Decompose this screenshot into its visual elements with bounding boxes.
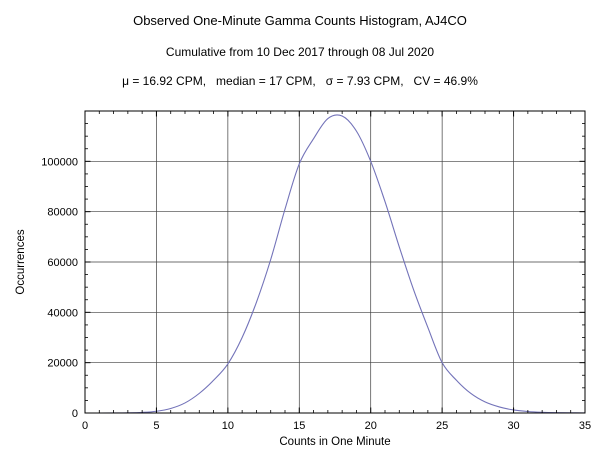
x-tick-label: 15 <box>293 420 305 432</box>
y-tick-label: 100000 <box>41 156 78 168</box>
chart-subtitle: Cumulative from 10 Dec 2017 through 08 J… <box>165 45 435 59</box>
y-tick-label: 20000 <box>47 358 78 370</box>
histogram-curve <box>84 114 586 414</box>
x-tick-label: 30 <box>507 420 519 432</box>
chart-title: Observed One-Minute Gamma Counts Histogr… <box>133 13 467 28</box>
chart-stats-line: μ = 16.92 CPM, median = 17 CPM, σ = 7.93… <box>122 74 478 88</box>
x-tick-label: 5 <box>153 420 159 432</box>
x-axis-label: Counts in One Minute <box>279 436 390 448</box>
x-tick-label: 20 <box>365 420 377 432</box>
x-tick-label: 35 <box>579 420 591 432</box>
x-tick-label: 25 <box>436 420 448 432</box>
y-tick-label: 40000 <box>47 307 78 319</box>
x-tick-label: 0 <box>82 420 88 432</box>
y-tick-label: 0 <box>72 408 78 420</box>
y-axis-label: Occurrences <box>15 229 27 294</box>
x-tick-label: 10 <box>222 420 234 432</box>
y-tick-label: 80000 <box>47 207 78 219</box>
plot-area: 0 5 10 15 20 25 30 35 0 20000 40000 60000 80000 10000… <box>15 110 591 448</box>
y-tick-label: 60000 <box>47 257 78 269</box>
